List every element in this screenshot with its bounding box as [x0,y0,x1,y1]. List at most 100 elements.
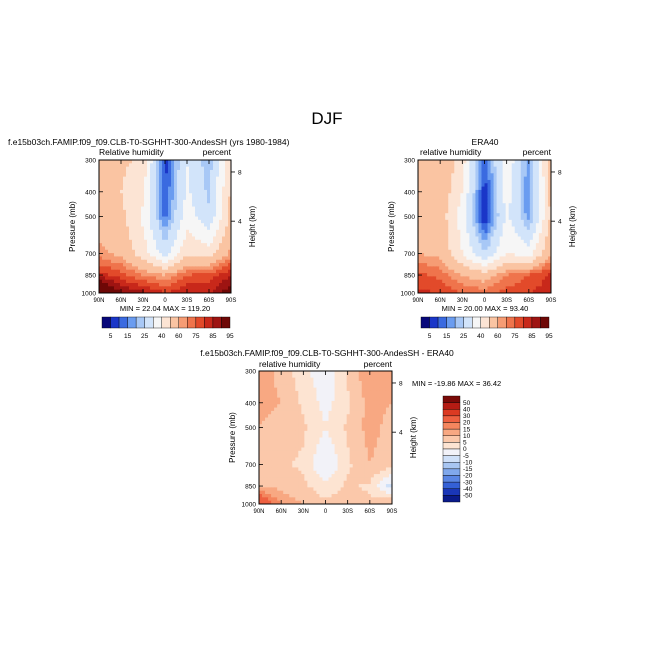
field-cell [490,160,494,164]
field-cell [538,199,543,204]
field-cell [448,253,452,257]
field-cell [183,229,187,234]
field-cell [117,206,121,211]
field-cell [316,371,320,375]
field-cell [186,196,190,201]
field-cell [478,223,482,227]
field-cell [292,371,296,375]
field-cell [225,276,229,281]
field-cell [460,216,464,221]
field-cell [370,410,375,415]
field-cell [117,199,121,204]
field-cell [430,219,434,224]
field-cell [171,169,175,174]
field-cell [526,223,531,227]
field-cell [451,209,455,214]
field-cell [99,289,103,293]
field-cell [535,173,540,178]
field-cell [451,263,455,267]
field-cell [544,160,549,164]
field-cell [385,397,390,402]
field-cell [168,223,172,227]
field-cell [186,206,190,211]
field-cell [466,209,470,214]
field-cell [334,387,338,392]
field-cell [289,467,293,472]
field-cell [310,430,314,435]
field-cell [493,273,497,277]
field-cell [177,163,181,168]
field-cell [532,226,537,231]
field-cell [280,394,284,398]
field-cell [201,279,205,284]
field-cell [286,387,290,392]
field-cell [183,199,187,204]
field-cell [319,460,323,465]
field-cell [213,160,217,164]
field-cell [337,384,342,389]
field-cell [520,209,525,214]
field-cell [105,216,109,221]
field-cell [496,279,501,284]
field-cell [295,430,299,435]
field-cell [195,173,199,178]
field-cell [493,186,497,191]
field-cell [472,193,476,197]
field-cell [367,394,372,398]
field-cell [460,183,464,188]
field-cell [114,259,118,264]
field-cell [114,233,118,237]
field-cell [508,160,513,164]
field-cell [430,243,434,247]
field-cell [481,173,485,178]
field-cell [493,176,497,181]
field-cell [265,390,269,395]
field-cell [265,454,269,458]
field-cell [120,206,124,211]
field-cell [114,279,118,284]
field-cell [439,173,443,178]
field-cell [544,176,549,181]
field-cell [192,243,196,247]
field-cell [538,183,543,188]
field-cell [358,437,363,442]
field-cell [228,209,231,214]
field-cell [156,196,160,201]
field-cell [289,394,293,398]
field-cell [505,233,510,237]
field-cell [373,457,378,462]
field-cell [535,226,540,231]
field-cell [532,219,537,224]
field-cell [436,196,440,201]
field-cell [204,163,208,168]
field-cell [204,189,208,194]
field-cell [352,440,357,445]
field-cell [373,444,378,448]
field-cell [183,246,187,251]
field-cell [225,286,229,291]
field-cell [367,464,372,468]
field-cell [508,209,513,214]
field-cell [484,209,488,214]
field-cell [493,196,497,201]
field-cell [352,457,357,462]
field-cell [198,259,202,264]
field-cell [301,414,305,418]
field-cell [277,450,281,455]
field-cell [466,269,470,274]
field-cell [102,216,106,221]
field-cell [328,414,332,418]
field-cell [532,173,537,178]
field-cell [141,186,145,191]
field-cell [469,246,473,251]
field-cell [532,160,537,164]
field-cell [111,189,115,194]
latitude-tick-label: 30S [182,298,193,304]
field-cell [466,229,470,234]
field-cell [277,440,281,445]
field-cell [108,263,112,267]
field-cell [216,160,220,164]
field-cell [325,440,329,445]
field-cell [165,186,169,191]
field-cell [496,186,501,191]
